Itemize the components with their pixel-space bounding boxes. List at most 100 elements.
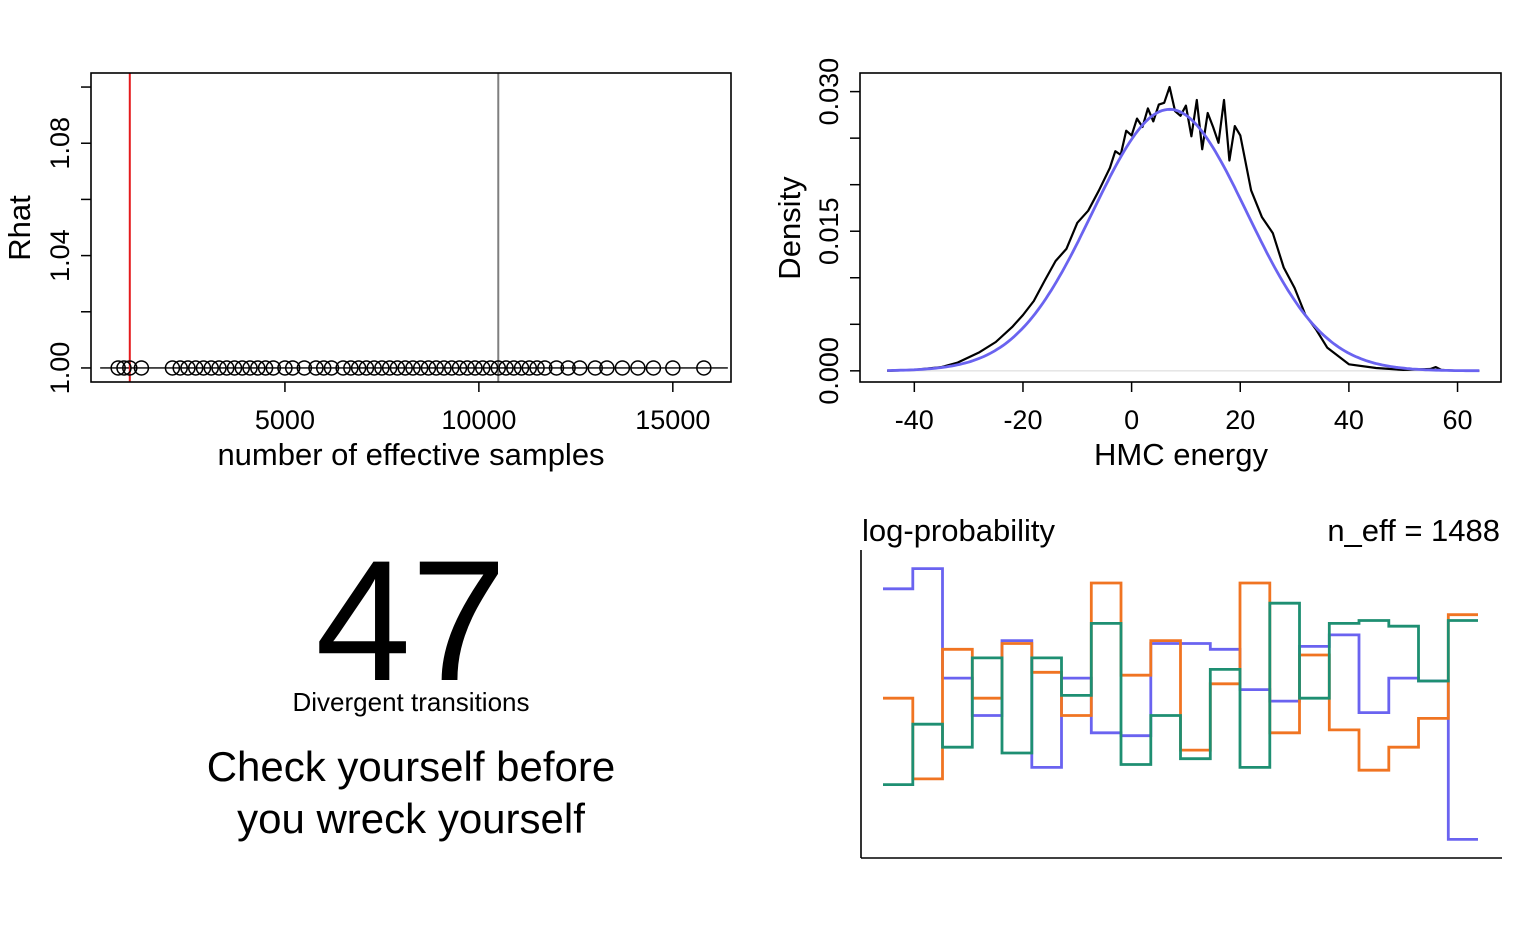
- logprob-step-green: [883, 601, 1478, 786]
- energy-axes: -40 -20 0 20 40 60 0.000 0.015 0.030: [814, 58, 1473, 435]
- rhat-point: [374, 360, 390, 376]
- rhat-point: [529, 360, 545, 376]
- rhat-point: [459, 360, 475, 376]
- rhat-point: [219, 360, 235, 376]
- rhat-point: [475, 360, 491, 376]
- rhat-point: [308, 360, 324, 376]
- rhat-point: [335, 360, 351, 376]
- rhat-point: [211, 360, 227, 376]
- rhat-point: [645, 360, 662, 376]
- rhat-point: [315, 360, 332, 376]
- rhat-y-axis-label: Rhat: [2, 195, 37, 261]
- rhat-point: [187, 360, 204, 376]
- rhat-x-tick-label: 10000: [441, 405, 516, 435]
- energy-y-tick-label: 0.015: [814, 197, 844, 265]
- rhat-y-tick-label: 1.08: [45, 117, 75, 170]
- rhat-point: [257, 360, 274, 376]
- warning-message-line-2: you wreck yourself: [237, 795, 585, 842]
- logprob-panel: log-probability n_eff = 1488: [860, 513, 1502, 859]
- rhat-point: [389, 360, 406, 376]
- logprob-title: log-probability: [862, 513, 1055, 548]
- rhat-point: [133, 360, 150, 376]
- rhat-point: [226, 360, 243, 376]
- rhat-point: [571, 360, 588, 376]
- rhat-point: [350, 360, 367, 376]
- rhat-point: [284, 360, 301, 376]
- rhat-point: [242, 360, 258, 376]
- rhat-marks: [100, 73, 728, 382]
- divergence-panel: 47 Divergent transitions Check yourself …: [207, 525, 616, 842]
- rhat-point: [180, 360, 196, 376]
- rhat-point: [548, 360, 565, 376]
- warning-message-line-1: Check yourself before: [207, 743, 616, 790]
- rhat-point: [506, 360, 522, 376]
- rhat-point: [343, 360, 359, 376]
- n-eff-annotation: n_eff = 1488: [1327, 513, 1500, 548]
- energy-x-tick-label: 40: [1334, 405, 1364, 435]
- rhat-point: [381, 360, 398, 376]
- energy-marks: [887, 85, 1480, 373]
- rhat-point: [405, 360, 421, 376]
- rhat-point: [630, 360, 646, 376]
- rhat-point: [164, 360, 181, 376]
- energy-x-tick-label: 0: [1124, 405, 1139, 435]
- rhat-axes: 5000 10000 15000 1.00 1.04 1.08: [45, 86, 710, 435]
- rhat-x-axis-label: number of effective samples: [217, 437, 604, 472]
- energy-y-tick-label: 0.030: [814, 58, 844, 126]
- rhat-point: [537, 360, 553, 376]
- rhat-point: [696, 360, 712, 376]
- rhat-point: [195, 360, 212, 376]
- rhat-point: [521, 360, 538, 376]
- rhat-point: [513, 360, 530, 376]
- rhat-point: [358, 360, 375, 376]
- rhat-panel: 5000 10000 15000 1.00 1.04 1.08 number of eff…: [2, 72, 732, 472]
- energy-x-tick-label: -20: [1003, 405, 1042, 435]
- rhat-point: [451, 360, 468, 376]
- logprob-marks: [883, 567, 1478, 841]
- rhat-x-tick-label: 5000: [255, 405, 315, 435]
- rhat-point: [665, 360, 681, 376]
- rhat-point: [250, 360, 266, 376]
- rhat-y-tick-label: 1.04: [45, 229, 75, 282]
- rhat-point: [482, 360, 499, 376]
- rhat-point: [122, 360, 138, 376]
- rhat-point: [587, 360, 603, 376]
- rhat-point: [366, 360, 382, 376]
- energy-y-tick-label: 0.000: [814, 337, 844, 405]
- rhat-point: [614, 360, 631, 376]
- divergent-count: 47: [315, 525, 506, 717]
- rhat-point: [265, 360, 282, 376]
- energy-x-axis-label: HMC energy: [1094, 437, 1268, 472]
- rhat-point: [467, 360, 483, 376]
- rhat-point: [490, 360, 507, 376]
- rhat-point: [412, 360, 429, 376]
- rhat-point: [420, 360, 437, 376]
- rhat-point: [203, 360, 219, 376]
- rhat-point: [498, 360, 514, 376]
- energy-x-tick-label: 20: [1225, 405, 1255, 435]
- energy-plot-frame: [859, 72, 1502, 383]
- rhat-point: [110, 360, 126, 376]
- rhat-point: [397, 360, 413, 376]
- energy-x-tick-label: -40: [895, 405, 934, 435]
- rhat-y-tick-label: 1.00: [45, 342, 75, 395]
- rhat-point: [599, 360, 615, 376]
- rhat-point: [443, 360, 460, 376]
- rhat-point: [116, 360, 132, 376]
- rhat-point: [277, 360, 293, 376]
- rhat-point: [296, 360, 313, 376]
- energy-density-line: [887, 85, 1480, 372]
- rhat-point: [172, 360, 188, 376]
- energy-y-axis-label: Density: [772, 176, 807, 280]
- rhat-point: [323, 360, 340, 376]
- rhat-point: [560, 360, 576, 376]
- divergent-label: Divergent transitions: [293, 687, 530, 717]
- logprob-step-orange: [883, 581, 1478, 781]
- rhat-point: [428, 360, 444, 376]
- energy-normal-reference-line: [887, 107, 1480, 373]
- rhat-plot-frame: [90, 72, 732, 383]
- rhat-point: [436, 360, 452, 376]
- energy-x-tick-label: 60: [1443, 405, 1473, 435]
